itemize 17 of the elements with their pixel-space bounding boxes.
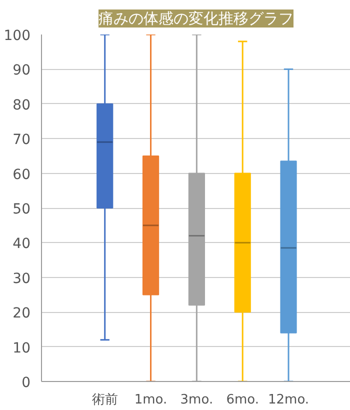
x-tick-label: 6mo. <box>226 392 260 408</box>
y-tick-label: 20 <box>12 306 31 322</box>
y-tick-label: 30 <box>12 270 31 287</box>
y-tick-label: 80 <box>12 97 31 114</box>
y-tick-label: 0 <box>22 375 31 391</box>
y-tick-label: 50 <box>12 202 31 218</box>
y-tick-label: 40 <box>12 236 31 252</box>
chart-title: 痛みの体感の変化推移グラフ <box>98 10 294 28</box>
x-tick-label: 3mo. <box>180 392 214 408</box>
x-tick-label: 1mo. <box>134 392 168 408</box>
y-tick-label: 90 <box>12 62 31 79</box>
y-tick-label: 10 <box>12 340 31 356</box>
x-tick-label: 術前 <box>92 392 118 408</box>
y-tick-label: 70 <box>12 132 31 148</box>
y-tick-label: 60 <box>12 166 31 183</box>
y-tick-label: 100 <box>4 28 31 44</box>
x-tick-label: 12mo. <box>268 392 310 408</box>
